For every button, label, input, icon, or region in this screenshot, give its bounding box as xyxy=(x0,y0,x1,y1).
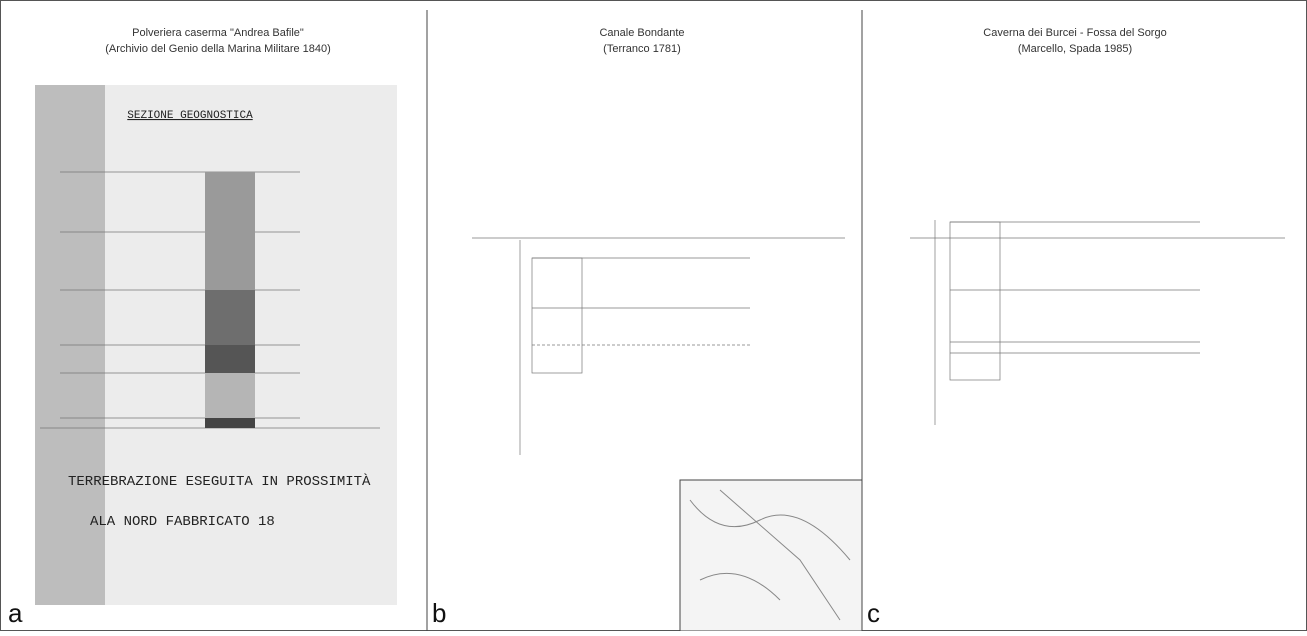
panel-a: Polveriera caserma "Andrea Bafile" (Arch… xyxy=(8,27,397,628)
panel-label: b xyxy=(432,598,446,628)
panel-subtitle: (Archivio del Genio della Marina Militar… xyxy=(105,43,331,55)
scan-note: ALA NORD FABBRICATO 18 xyxy=(90,514,275,530)
panel-subtitle: (Terranco 1781) xyxy=(603,43,681,55)
panel-subtitle: (Marcello, Spada 1985) xyxy=(1018,43,1132,55)
panel-title: Polveriera caserma "Andrea Bafile" xyxy=(132,27,304,39)
scan-heading: SEZIONE GEOGNOSTICA xyxy=(127,110,253,122)
panel-title: Canale Bondante xyxy=(599,27,684,39)
panel-label: c xyxy=(867,598,880,628)
scan-note: TERREBRAZIONE ESEGUITA IN PROSSIMITÀ xyxy=(68,472,371,490)
stratum xyxy=(205,345,255,373)
panel-label: a xyxy=(8,598,23,628)
stratum xyxy=(205,373,255,418)
figure: Polveriera caserma "Andrea Bafile" (Arch… xyxy=(0,0,1307,631)
stratum xyxy=(205,172,255,290)
stratum xyxy=(205,418,255,428)
stratum xyxy=(205,290,255,345)
map xyxy=(680,480,862,631)
panel-title: Caverna dei Burcei - Fossa del Sorgo xyxy=(983,27,1166,39)
